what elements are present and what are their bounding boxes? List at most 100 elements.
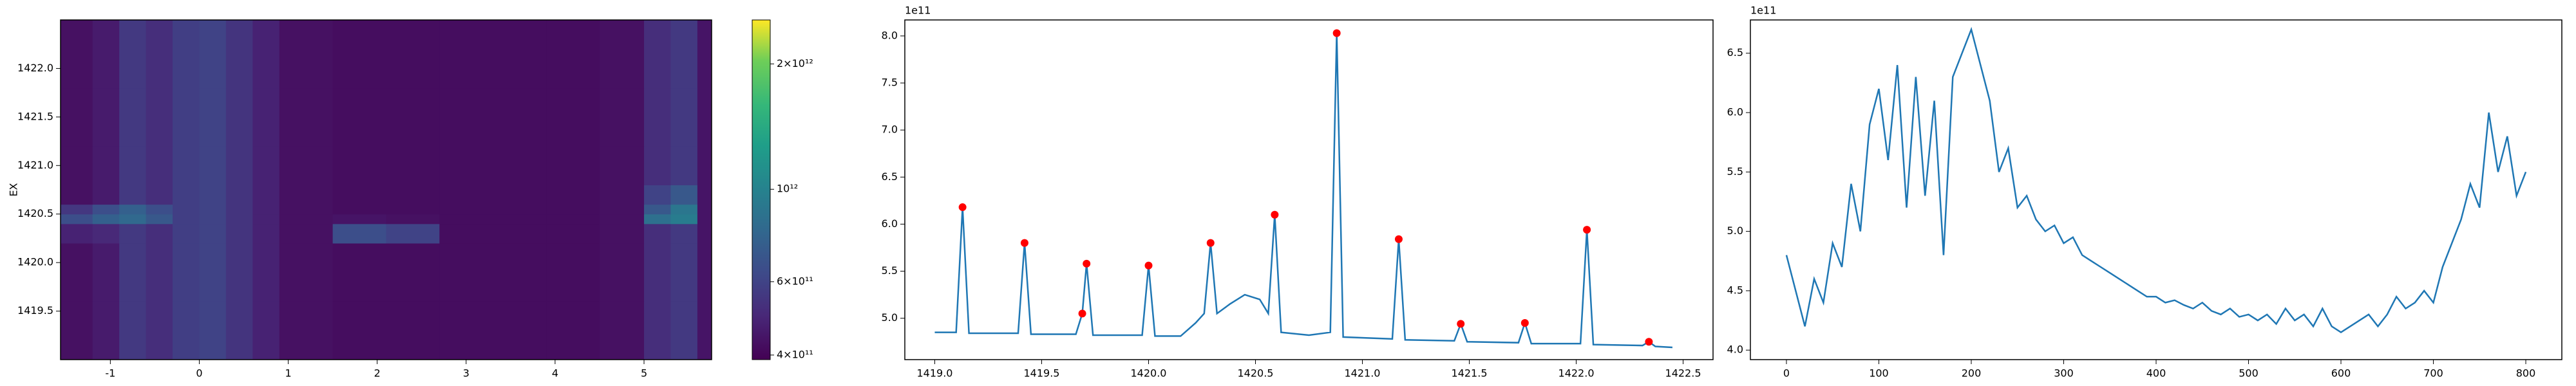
heat-cell	[670, 214, 698, 225]
heat-cell	[493, 87, 547, 147]
peak-marker	[1583, 226, 1591, 234]
heat-cell	[225, 185, 253, 205]
heat-cell	[92, 301, 120, 360]
heat-cell	[199, 185, 227, 205]
heat-cell	[644, 214, 671, 225]
heat-cell	[644, 301, 671, 360]
colorbar-tick-label: 6×10¹¹	[777, 275, 813, 287]
heat-cell	[92, 214, 120, 225]
heat-cell	[670, 204, 698, 215]
heat-cell	[225, 146, 253, 185]
heat-cell	[279, 214, 334, 225]
heat-cell	[173, 214, 200, 225]
x-tick-label: 3	[463, 367, 469, 380]
axes-frame	[60, 19, 712, 360]
heat-cell	[119, 214, 147, 225]
heat-cell	[386, 243, 440, 302]
x-tick-label: 1419.5	[1023, 367, 1059, 380]
colorbar-tick-label: 10¹²	[777, 183, 798, 195]
axes-frame	[1750, 19, 2562, 360]
heat-cell	[252, 185, 280, 205]
y-offset-label: 1e11	[1750, 5, 1776, 17]
heat-cell	[332, 20, 386, 89]
heat-cell	[61, 185, 93, 205]
heat-cell	[332, 243, 386, 302]
y-tick-label: 4.5	[1727, 284, 1743, 296]
heat-cell	[546, 214, 600, 225]
line	[1785, 26, 2527, 334]
heat-cell	[670, 20, 698, 89]
y-tick-label: 8.0	[882, 29, 898, 41]
y-tick-label: 5.5	[1727, 165, 1743, 178]
heat-cell	[599, 204, 645, 215]
heat-cell	[599, 214, 645, 225]
heat-cell	[546, 87, 600, 147]
heat-cell	[386, 146, 440, 185]
heat-cell	[119, 146, 147, 185]
heat-cell	[332, 146, 386, 185]
peak-marker	[1271, 210, 1279, 219]
heat-cell	[670, 146, 698, 185]
heat-cell	[546, 223, 600, 244]
heat-cell	[697, 87, 712, 147]
heat-cell	[173, 146, 200, 185]
heat-cell	[697, 185, 712, 205]
heat-cell	[670, 185, 698, 205]
x-tick-label: 1422.5	[1665, 367, 1701, 380]
heat-cell	[252, 223, 280, 244]
y-tick-label: 5.0	[1727, 225, 1743, 237]
peak-marker	[1144, 261, 1153, 270]
x-tick-label: 0	[1783, 367, 1790, 380]
x-tick-label: 100	[1869, 367, 1889, 380]
heat-cell	[92, 243, 120, 302]
heat-cell	[146, 87, 173, 147]
heat-cell	[252, 146, 280, 185]
heat-cell	[670, 223, 698, 244]
heat-cell	[146, 185, 173, 205]
heat-cell	[119, 20, 147, 89]
heat-cell	[332, 87, 386, 147]
heat-cell	[332, 223, 386, 244]
heat-cell	[546, 185, 600, 205]
heat-cell	[173, 185, 200, 205]
heat-cell	[599, 301, 645, 360]
heat-cell	[493, 204, 547, 215]
heat-cell	[439, 301, 493, 360]
heat-cell	[92, 146, 120, 185]
heat-cell	[697, 223, 712, 244]
y-tick-label: 1419.5	[17, 304, 53, 317]
heat-cell	[386, 185, 440, 205]
peak-marker	[1083, 259, 1091, 268]
heat-cell	[199, 146, 227, 185]
axes-frame	[904, 19, 1714, 360]
heat-cell	[599, 185, 645, 205]
x-tick-label: 5	[641, 367, 647, 380]
peak-marker	[1020, 239, 1028, 247]
heat-cell	[670, 243, 698, 302]
y-tick-label: 1422.0	[17, 62, 53, 74]
heat-cell	[386, 87, 440, 147]
heat-cell	[252, 204, 280, 215]
heat-cell	[546, 301, 600, 360]
heat-cell	[92, 204, 120, 215]
heat-cell	[146, 223, 173, 244]
heat-cell	[386, 223, 440, 244]
x-tick-label: -1	[105, 367, 115, 380]
y-tick-label: 6.0	[882, 217, 898, 230]
heat-cell	[644, 204, 671, 215]
y-offset-label: 1e11	[905, 5, 931, 17]
line	[934, 33, 1672, 349]
heat-cell	[252, 243, 280, 302]
y-tick-label: 7.0	[882, 124, 898, 136]
x-tick-label: 0	[196, 367, 202, 380]
heat-cell	[493, 223, 547, 244]
heat-cell	[644, 87, 671, 147]
heat-cell	[225, 214, 253, 225]
heat-cell	[61, 223, 93, 244]
heat-cell	[493, 243, 547, 302]
heat-cell	[92, 223, 120, 244]
heat-cell	[493, 146, 547, 185]
heat-cell	[546, 243, 600, 302]
heat-cell	[173, 223, 200, 244]
